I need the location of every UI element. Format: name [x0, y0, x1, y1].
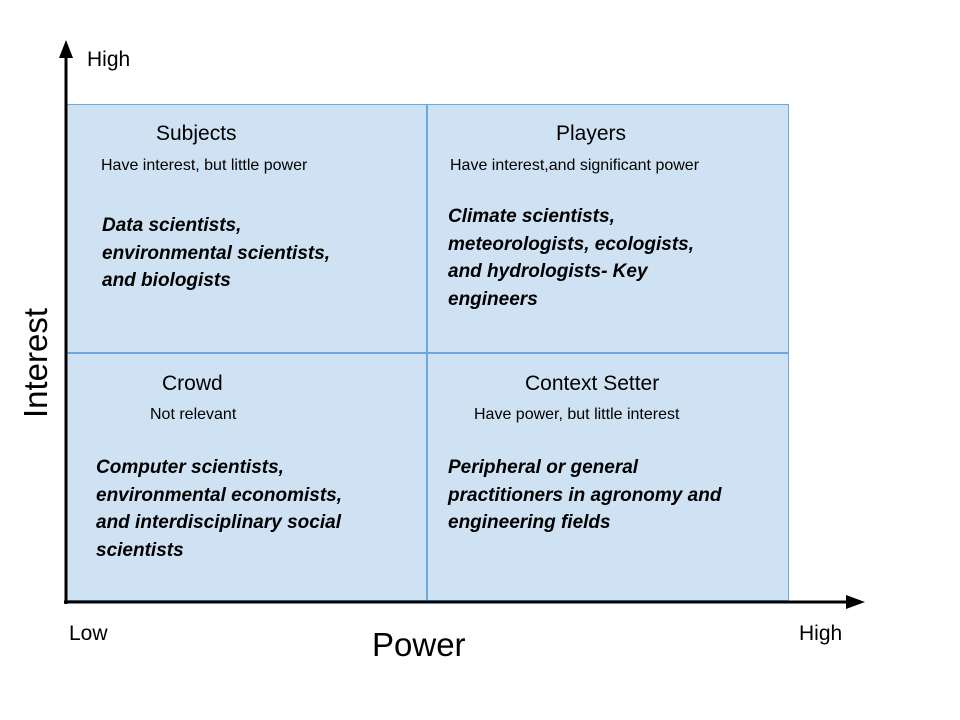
y-axis-high-label: High: [87, 48, 131, 71]
players-title: Players: [556, 122, 627, 145]
players-description: Have interest,and significant power: [450, 157, 700, 174]
players-stakeholder-line: engineers: [448, 288, 538, 310]
players-stakeholder-line: Climate scientists,: [448, 206, 615, 227]
subjects-stakeholders: Data scientists, environmental scientist…: [102, 212, 330, 295]
crowd-stakeholder-line: environmental economists,: [96, 484, 343, 506]
x-axis-arrowhead: [846, 595, 865, 609]
context-setter-title: Context Setter: [525, 372, 660, 395]
subjects-title: Subjects: [156, 122, 237, 145]
crowd-stakeholder-line: and interdisciplinary social: [96, 512, 341, 533]
x-axis-high-label: High: [799, 622, 843, 645]
players-stakeholders: Climate scientists, meteorologists, ecol…: [448, 203, 694, 313]
players-stakeholder-line: meteorologists, ecologists,: [448, 233, 694, 255]
crowd-title: Crowd: [162, 372, 223, 395]
subjects-description: Have interest, but little power: [101, 157, 308, 174]
crowd-stakeholder-line: scientists: [96, 539, 184, 561]
y-axis-title: Interest: [17, 307, 54, 419]
players-stakeholder-line: and hydrologists- Key: [448, 261, 648, 282]
context-setter-stakeholder-line: practitioners in agronomy and: [448, 484, 722, 506]
context-setter-stakeholder-line: engineering fields: [448, 512, 611, 533]
context-setter-stakeholder-line: Peripheral or general: [448, 457, 639, 478]
horizontal-divider: [66, 352, 789, 354]
context-setter-description: Have power, but little interest: [474, 406, 680, 423]
x-axis-low-label: Low: [69, 622, 108, 645]
subjects-stakeholder-line: environmental scientists,: [102, 242, 331, 264]
subjects-stakeholder-line: and biologists: [102, 270, 231, 291]
x-axis-title: Power: [372, 626, 466, 663]
y-axis-arrowhead: [59, 40, 73, 58]
crowd-stakeholder-line: Computer scientists,: [96, 457, 284, 478]
subjects-stakeholder-line: Data scientists,: [102, 215, 242, 236]
context-setter-stakeholders: Peripheral or general practitioners in a…: [448, 454, 721, 537]
crowd-description: Not relevant: [150, 406, 237, 423]
crowd-stakeholders: Computer scientists, environmental econo…: [96, 454, 342, 564]
